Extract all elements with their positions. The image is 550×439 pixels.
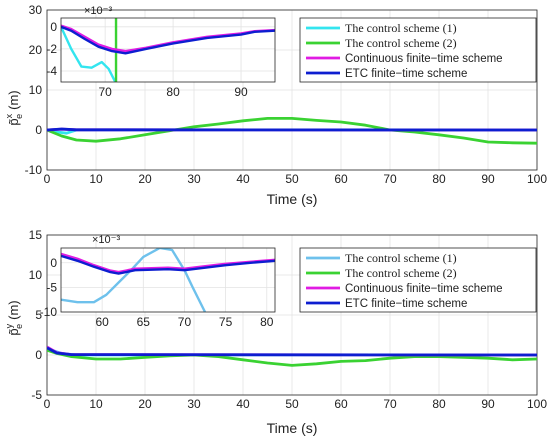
main0-xtick-label: 90 xyxy=(481,172,495,186)
main1-ytick-label: 15 xyxy=(29,228,43,242)
main0-ytick-label: 10 xyxy=(29,83,43,97)
inset-series-line-1-0 xyxy=(61,248,207,312)
inset-xtick-label: 90 xyxy=(234,85,248,99)
inset-ytick-label: -2 xyxy=(46,42,57,56)
main1-ytick-label: -5 xyxy=(31,388,42,402)
main0-ytick-label: -10 xyxy=(25,163,43,177)
main1-ytick-label: 10 xyxy=(29,268,43,282)
legend-label: The control scheme (1) xyxy=(345,251,457,265)
main1-xtick-label: 80 xyxy=(432,397,446,411)
x-axis-label-bottom: Time (s) xyxy=(267,420,318,436)
inset-exponent-top: ×10⁻³ xyxy=(84,5,112,17)
inset-xtick-label: 75 xyxy=(219,315,233,329)
legend-label: The control scheme (1) xyxy=(345,21,457,35)
legend-label: The control scheme (2) xyxy=(345,36,457,50)
legend-bottom: The control scheme (1)The control scheme… xyxy=(299,247,537,313)
inset-xtick-label: 80 xyxy=(166,85,180,99)
main1-xtick-label: 70 xyxy=(383,397,397,411)
inset-xtick-label: 70 xyxy=(178,315,192,329)
legend-label: Continuous finite−time scheme xyxy=(345,283,503,295)
series-line-0-1 xyxy=(47,117,537,145)
main1-ytick-label: 0 xyxy=(35,348,42,362)
inset-bottom: 60 65 70 75 80 0 -5 -10 xyxy=(40,247,276,329)
main0-xtick-label: 0 xyxy=(44,172,51,186)
inset-series-line-1-2 xyxy=(61,254,275,275)
inset-ytick-label: 0 xyxy=(50,20,57,34)
main0-ytick-label: 20 xyxy=(29,43,43,57)
legend-label: ETC finite−time scheme xyxy=(345,68,467,80)
main0-frame xyxy=(46,9,538,171)
main1-xtick-label: 10 xyxy=(89,397,103,411)
main1-xtick-label: 40 xyxy=(236,397,250,411)
main1-xtick-label: 30 xyxy=(187,397,201,411)
inset-ytick-label: -10 xyxy=(40,305,58,319)
inset-frame xyxy=(60,247,276,313)
x-axis-label-top: Time (s) xyxy=(267,191,318,207)
main1-xtick-label: 60 xyxy=(334,397,348,411)
inset-series-line-0-3 xyxy=(61,25,275,55)
main1-xtick-label: 20 xyxy=(138,397,152,411)
main0-ytick-label: 0 xyxy=(35,123,42,137)
main0-xtick-label: 40 xyxy=(236,172,250,186)
main0-xtick-label: 100 xyxy=(527,172,547,186)
main1-ytick-label: 5 xyxy=(35,308,42,322)
inset-top: 70 80 90 0 -2 -4 xyxy=(46,17,276,99)
main1-frame xyxy=(46,234,538,396)
inset-frame xyxy=(60,17,276,83)
legend-label: Continuous finite−time scheme xyxy=(345,53,503,65)
main0-ytick-label: 30 xyxy=(29,3,43,17)
y-axis-label-bottom: p̃ye(m) xyxy=(4,300,24,335)
main1-xtick-label: 50 xyxy=(285,397,299,411)
inset-xtick-label: 65 xyxy=(137,315,151,329)
main0-xtick-label: 10 xyxy=(89,172,103,186)
main0-xtick-label: 30 xyxy=(187,172,201,186)
inset-xtick-label: 80 xyxy=(260,315,274,329)
inset-series-line-0-0 xyxy=(61,26,117,82)
inset-background xyxy=(61,18,275,82)
inset-xtick-label: 70 xyxy=(98,85,112,99)
main0-xtick-label: 80 xyxy=(432,172,446,186)
main1-xtick-label: 0 xyxy=(44,397,51,411)
inset-ytick-label: 0 xyxy=(50,256,57,270)
main0-xtick-label: 60 xyxy=(334,172,348,186)
main0-xtick-label: 50 xyxy=(285,172,299,186)
main0-xtick-label: 20 xyxy=(138,172,152,186)
inset-ytick-label: -4 xyxy=(46,64,57,78)
main1-xtick-label: 100 xyxy=(527,397,547,411)
main0-xtick-label: 70 xyxy=(383,172,397,186)
inset-xtick-label: 60 xyxy=(95,315,109,329)
legend-label: ETC finite−time scheme xyxy=(345,298,467,310)
series-line-0-3 xyxy=(47,127,537,132)
inset-series-line-1-1 xyxy=(61,252,275,274)
main1-xtick-label: 90 xyxy=(481,397,495,411)
legend-top: The control scheme (1)The control scheme… xyxy=(299,17,537,83)
y-axis-label-top: p̃xe(m) xyxy=(4,90,24,125)
inset-ytick-label: -5 xyxy=(46,280,57,294)
series-line-1-1 xyxy=(47,348,537,367)
series-line-1-3 xyxy=(47,346,537,357)
legend-label: The control scheme (2) xyxy=(345,266,457,280)
inset-exponent-bottom: ×10⁻³ xyxy=(92,234,120,246)
